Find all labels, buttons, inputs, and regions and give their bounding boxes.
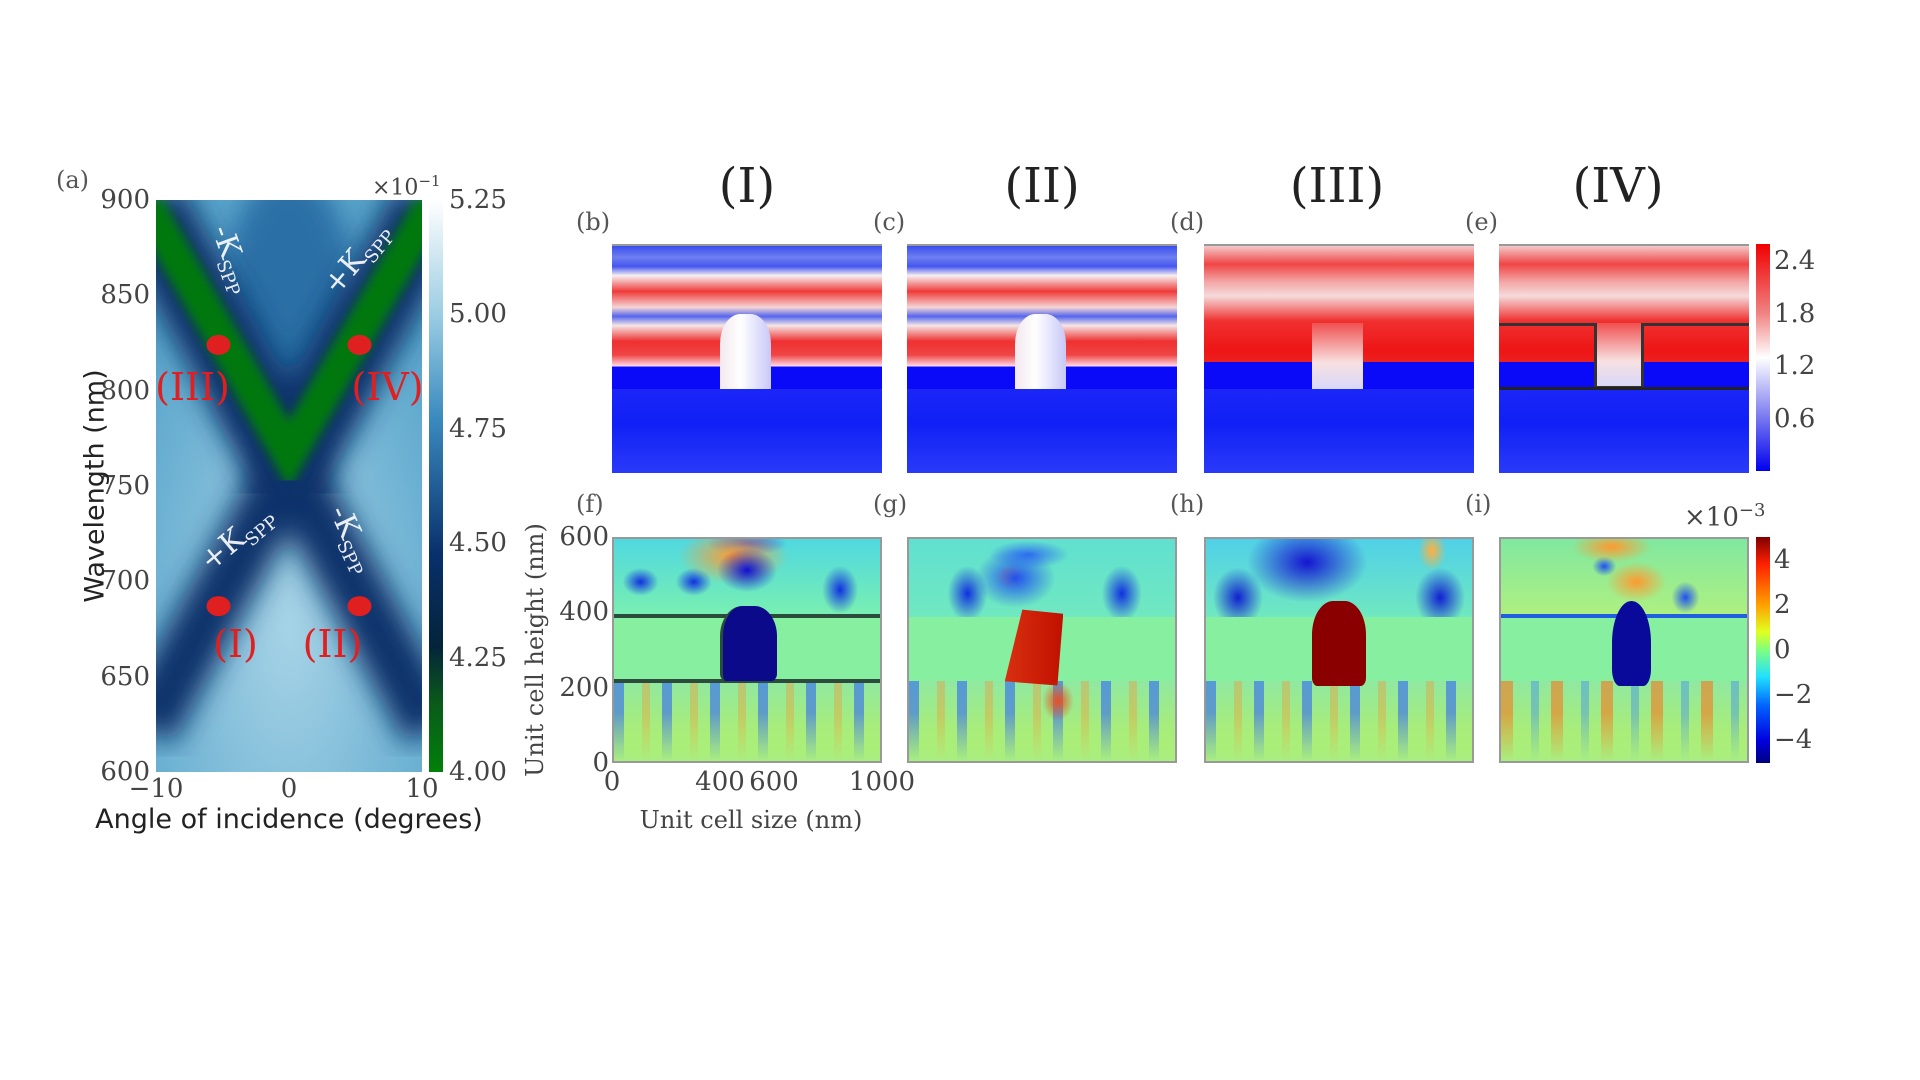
colorbar-bottom-tick-label: 4 [1774, 544, 1791, 575]
groove-field [1312, 323, 1364, 389]
x-axis-label-f: Unit cell size (nm) [639, 806, 863, 834]
x-tick-label-a: 0 [280, 774, 298, 804]
marker-label: (II) [302, 622, 363, 667]
groove-field [720, 314, 772, 389]
colorbar-bottom-multiplier: ×10−3 [1684, 500, 1765, 533]
y-axis-label-f: Unit cell height (nm) [521, 523, 549, 777]
x-tick-label-f: 1000 [848, 767, 916, 797]
colorbar-top [1756, 244, 1770, 471]
exponent-text: −3 [1738, 500, 1766, 521]
marker-label: (I) [213, 622, 258, 667]
multiplier-text: ×10 [1684, 502, 1739, 533]
field-top-region [614, 539, 880, 617]
substrate-region [1499, 389, 1749, 473]
substrate-region [907, 389, 1177, 473]
colorbar-a-tick-label: 4.00 [449, 757, 507, 787]
colorbar-bottom-tick-label: 2 [1774, 589, 1791, 620]
y-tick-label-a: 800 [100, 375, 150, 406]
y-tick-label-f: 400 [559, 597, 609, 628]
column-title-II: (II) [1004, 158, 1080, 214]
column-title-IV: (IV) [1572, 158, 1664, 214]
substrate-region [1204, 389, 1474, 473]
colorbar-top-tick-label: 1.8 [1774, 298, 1816, 329]
substrate-region [612, 389, 882, 473]
colorbar-bottom-tick-label: 0 [1774, 635, 1791, 665]
x-tick-label-f: 0 [603, 767, 621, 797]
interface-line [1499, 386, 1749, 390]
field-bottom-region [1206, 681, 1472, 761]
field-bottom-region [1501, 681, 1747, 761]
column-title-I: (I) [718, 158, 776, 214]
field-map-e [1499, 244, 1749, 473]
upper-band-green [156, 200, 422, 490]
groove-field [1594, 323, 1644, 389]
groove-field [1312, 601, 1366, 686]
colorbar-a-tick-label: 4.75 [449, 413, 507, 444]
x-tick-label-f: 400 [695, 767, 745, 797]
y-tick-label-a: 700 [100, 566, 150, 597]
marker-label: (III) [155, 364, 230, 409]
x-tick-label-a: −10 [128, 774, 184, 804]
panel-label-i: (i) [1465, 490, 1492, 518]
panel-label-e: (e) [1465, 208, 1498, 236]
panel-label-b: (b) [576, 208, 611, 236]
field-top-region [909, 539, 1175, 617]
colorbar-bottom [1756, 537, 1770, 763]
colorbar-top-tick-label: 0.6 [1774, 403, 1816, 434]
marker-point-0 [206, 596, 231, 617]
marker-point-2 [206, 334, 231, 355]
marker-point-1 [347, 596, 372, 617]
y-tick-label-a: 600 [100, 757, 150, 787]
panel-label-h: (h) [1170, 490, 1205, 518]
groove-field [1015, 314, 1067, 389]
x-tick-label-f: 600 [749, 767, 799, 797]
panel-label-f: (f) [576, 490, 604, 518]
y-tick-label-f: 600 [559, 522, 609, 552]
panel-label-a: (a) [56, 166, 90, 194]
y-axis-label-a: Wavelength (nm) [79, 369, 111, 603]
colorbar-a [429, 200, 443, 772]
colorbar-a-tick-label: 5.00 [449, 299, 507, 330]
colorbar-bottom-tick-label: −2 [1774, 680, 1813, 711]
dispersion-heatmap-svg [156, 200, 422, 772]
multiplier-text: ×10 [372, 175, 419, 201]
colorbar-a-multiplier: ×10−1 [372, 172, 441, 200]
colorbar-a-tick-label: 4.25 [449, 642, 507, 673]
field-map-i [1499, 537, 1749, 763]
marker-point-3 [347, 334, 372, 355]
colorbar-a-tick-label: 4.50 [449, 528, 507, 559]
panel-label-d: (d) [1170, 208, 1205, 236]
groove-field [1611, 601, 1652, 686]
field-map-c [907, 244, 1177, 473]
y-tick-label-a: 750 [100, 471, 150, 501]
field-map-h [1204, 537, 1474, 763]
y-tick-label-a: 900 [100, 185, 150, 215]
panel-label-c: (c) [873, 208, 906, 236]
y-tick-label-f: 0 [592, 748, 609, 778]
x-tick-label-a: 10 [405, 774, 439, 804]
x-axis-label-a: Angle of incidence (degrees) [95, 804, 483, 835]
field-map-d [1204, 244, 1474, 473]
colorbar-top-tick-label: 1.2 [1774, 351, 1816, 382]
exponent-text: −1 [418, 172, 441, 190]
dispersion-heatmap: -KSPP +KSPP +KSPP -KSPP (I) (II) (III) (IV) [155, 200, 424, 772]
y-tick-label-a: 650 [100, 661, 150, 692]
colorbar-bottom-tick-label: −4 [1774, 725, 1813, 756]
colorbar-top-tick-label: 2.4 [1774, 246, 1816, 277]
groove-tail-field [1042, 681, 1074, 722]
panel-label-g: (g) [873, 490, 908, 518]
field-map-b [612, 244, 882, 473]
field-bottom-region [614, 681, 880, 761]
field-map-g [907, 537, 1177, 763]
y-tick-label-a: 850 [100, 280, 150, 311]
colorbar-a-tick-label: 5.25 [449, 185, 507, 215]
marker-label: (IV) [351, 364, 424, 409]
field-map-f [612, 537, 882, 763]
groove-field [720, 605, 777, 682]
y-tick-label-f: 200 [559, 672, 609, 703]
column-title-III: (III) [1289, 158, 1385, 214]
